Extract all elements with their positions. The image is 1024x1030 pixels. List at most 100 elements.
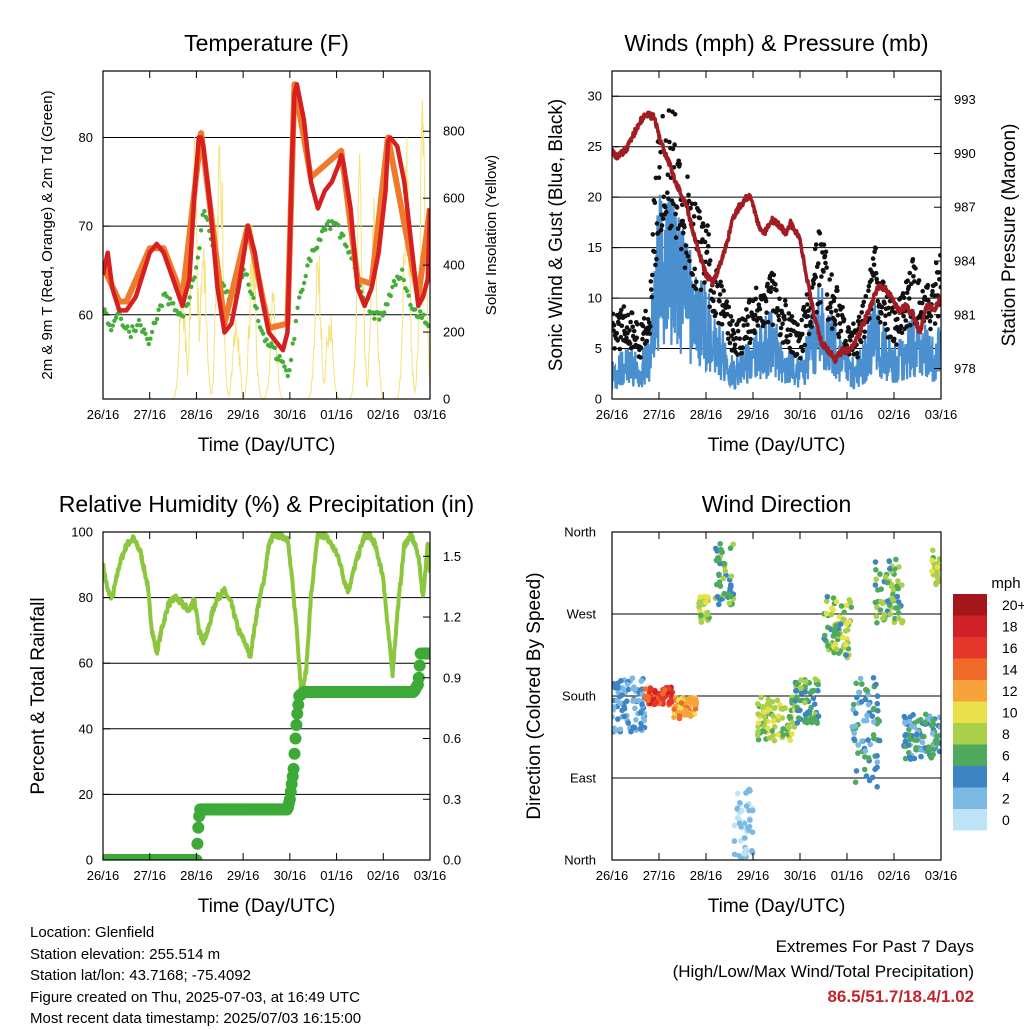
direction-point (716, 557, 722, 563)
dewpoint-point (250, 292, 254, 296)
direction-point (930, 718, 936, 724)
x-tick-label: 26/16 (596, 407, 629, 422)
direction-point (660, 691, 666, 697)
dewpoint-point (294, 319, 298, 323)
gust-point (901, 291, 906, 296)
gust-point (911, 257, 916, 262)
speed-colorbar: mph20+181614121086420 (953, 575, 1024, 831)
x-tick-label: 26/16 (87, 868, 120, 883)
dewpoint-point (246, 283, 250, 287)
gust-point (674, 235, 679, 240)
gust-point (736, 329, 741, 334)
direction-point (873, 600, 879, 606)
direction-point (705, 612, 711, 618)
gust-point (807, 332, 812, 337)
colorbar-label: 12 (1002, 683, 1018, 699)
direction-point (871, 675, 877, 681)
dewpoint-point (421, 313, 425, 317)
colorbar-swatch (953, 616, 987, 638)
x-tick-label: 30/16 (274, 868, 307, 883)
gust-point (928, 319, 933, 324)
direction-point (885, 598, 891, 604)
gust-point (748, 337, 753, 342)
direction-point (873, 577, 879, 583)
gust-point (649, 287, 654, 292)
gust-point (824, 265, 829, 270)
gust-point (764, 299, 769, 304)
direction-point (789, 731, 795, 737)
direction-point (742, 835, 748, 841)
gust-point (836, 313, 841, 318)
direction-point (653, 689, 659, 695)
gust-point (843, 339, 848, 344)
direction-point (914, 737, 920, 743)
gust-point (905, 278, 910, 283)
direction-point (903, 732, 909, 738)
direction-point (625, 682, 631, 688)
direction-point (622, 706, 628, 712)
gust-point (650, 273, 655, 278)
gust-point (857, 315, 862, 320)
direction-point (896, 610, 902, 616)
gust-point (848, 338, 853, 343)
gust-point (703, 240, 708, 245)
x-tick-label: 01/16 (320, 868, 353, 883)
gust-point (833, 322, 838, 327)
gust-point (628, 320, 633, 325)
direction-point (698, 612, 704, 618)
y-tick-label: 25 (588, 139, 602, 154)
direction-point (677, 713, 683, 719)
axes: Temperature (F)26/16 27/16 28/16 29/16 30/16… (39, 30, 500, 456)
gust-point (692, 214, 697, 219)
gust-point (864, 294, 869, 299)
y2-tick-label: 990 (954, 146, 976, 161)
direction-point (874, 784, 880, 790)
direction-point (877, 571, 883, 577)
gust-point (622, 304, 627, 309)
direction-point (831, 627, 837, 633)
x-tick-label: 28/16 (180, 407, 213, 422)
direction-point (798, 685, 804, 691)
direction-point (723, 568, 729, 574)
y-tick-label: 80 (79, 590, 93, 605)
y-axis-label: Sonic Wind & Gust (Blue, Black) (546, 99, 567, 371)
gust-point (661, 195, 666, 200)
dewpoint-point (194, 265, 198, 269)
y2-tick-label: 981 (954, 307, 976, 322)
y-axis-label: 2m & 9m T (Red, Orange) & 2m Td (Green) (39, 90, 56, 379)
direction-point (858, 676, 864, 682)
direction-point (859, 681, 865, 687)
y-tick-label: West (567, 607, 597, 622)
rainfall-point (288, 763, 300, 775)
gust-point (908, 271, 913, 276)
direction-point (632, 725, 638, 731)
gust-point (795, 352, 800, 357)
gust-point (673, 112, 678, 117)
colorbar-swatch (953, 702, 987, 724)
y-tick-label: East (570, 771, 596, 786)
dewpoint-point (130, 324, 134, 328)
gust-point (790, 314, 795, 319)
x-tick-label: 26/16 (596, 868, 629, 883)
colorbar-label: 4 (1002, 769, 1010, 785)
direction-point (835, 631, 841, 637)
direction-point (815, 682, 821, 688)
gust-point (681, 231, 686, 236)
direction-point (845, 627, 851, 633)
direction-point (797, 708, 803, 714)
panel-winds: Winds (mph) & Pressure (mb)26/16 27/16 28/… (546, 30, 1020, 456)
y-tick-label: 20 (79, 787, 93, 802)
direction-point (776, 713, 782, 719)
gust-point (664, 210, 669, 215)
direction-point (829, 612, 835, 618)
y2-tick-label: 984 (954, 253, 976, 268)
x-tick-label: 02/16 (878, 407, 911, 422)
meteogram-figure: Temperature (F)26/16 27/16 28/16 29/16 30/16… (0, 0, 1024, 1024)
dewpoint-point (394, 283, 398, 287)
gust-point (773, 282, 778, 287)
gust-point (733, 343, 738, 348)
direction-point (780, 706, 786, 712)
direction-point (814, 720, 820, 726)
gust-point (706, 244, 711, 249)
gust-point (756, 323, 761, 328)
